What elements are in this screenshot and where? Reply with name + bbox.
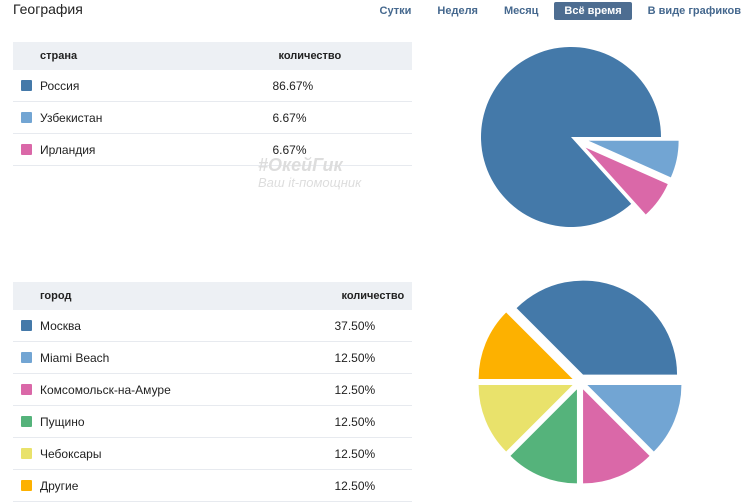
row-value: 12.50% — [176, 405, 412, 438]
tab-month[interactable]: Месяц — [503, 5, 539, 17]
pie-slice-0 — [516, 280, 678, 375]
table-row: Россия 86.67% — [13, 70, 412, 102]
pie-slice-0 — [481, 47, 661, 228]
row-value: 12.50% — [176, 437, 412, 470]
tab-day[interactable]: Сутки — [379, 5, 412, 17]
row-value: 86.67% — [133, 70, 412, 102]
row-name: Узбекистан — [40, 110, 103, 125]
row-value: 6.67% — [133, 101, 412, 134]
column-header-name: страна — [13, 42, 134, 70]
pie-slice-2 — [585, 147, 668, 215]
row-name: Miami Beach — [40, 350, 110, 365]
page-title: География — [13, 1, 83, 17]
table-row: Комсомольск-на-Амуре 12.50% — [13, 373, 412, 406]
row-name: Ирландия — [40, 142, 96, 157]
pie-slice-5 — [478, 312, 573, 379]
period-tabs: Сутки Неделя Месяц Всё время В виде граф… — [364, 2, 751, 20]
column-header-count: количество — [176, 282, 412, 310]
row-value: 6.67% — [133, 133, 412, 166]
column-header-count: количество — [133, 42, 412, 70]
watermark: #ОкейГик Ваш it-помощник — [258, 156, 361, 192]
table-row: Москва 37.50% — [13, 310, 412, 342]
legend-swatch — [21, 111, 32, 123]
tab-charts[interactable]: В виде графиков — [647, 5, 741, 17]
country-table: страна количество Россия 86.67% Узбекистан 6.… — [13, 42, 412, 166]
table-row: Узбекистан 6.67% — [13, 101, 412, 134]
country-pie-chart — [481, 47, 679, 228]
legend-swatch — [21, 351, 32, 363]
pie-slice-4 — [478, 385, 573, 452]
legend-swatch — [21, 319, 32, 331]
legend-swatch — [21, 143, 32, 155]
row-name: Чебоксары — [40, 446, 102, 461]
row-name: Другие — [40, 478, 79, 493]
table-row: Пущино 12.50% — [13, 405, 412, 438]
legend-swatch — [21, 447, 32, 459]
legend-swatch — [21, 79, 32, 91]
row-value: 12.50% — [176, 341, 412, 374]
city-table: город количество Москва 37.50% Miami Beach 12… — [13, 282, 412, 502]
row-name: Пущино — [40, 414, 85, 429]
city-pie-chart — [478, 280, 682, 484]
watermark-subtitle: Ваш it-помощник — [258, 175, 362, 190]
pie-slice-3 — [510, 389, 577, 484]
tab-week[interactable]: Неделя — [437, 5, 478, 17]
legend-swatch — [21, 479, 32, 491]
row-name: Москва — [40, 318, 81, 333]
column-header-name: город — [13, 282, 177, 310]
pie-slice-2 — [583, 389, 650, 484]
row-name: Россия — [40, 78, 80, 93]
row-name: Комсомольск-на-Амуре — [40, 382, 171, 397]
table-row: Ирландия 6.67% — [13, 133, 412, 166]
table-row: Miami Beach 12.50% — [13, 341, 412, 374]
row-value: 37.50% — [176, 310, 412, 342]
pie-slice-1 — [587, 385, 682, 452]
legend-swatch — [21, 383, 32, 395]
row-value: 12.50% — [176, 373, 412, 406]
tab-all-time[interactable]: Всё время — [554, 2, 632, 20]
watermark-title: #ОкейГик — [258, 155, 343, 175]
table-row: Чебоксары 12.50% — [13, 437, 412, 470]
pie-slice-1 — [588, 140, 679, 178]
legend-swatch — [21, 415, 32, 427]
